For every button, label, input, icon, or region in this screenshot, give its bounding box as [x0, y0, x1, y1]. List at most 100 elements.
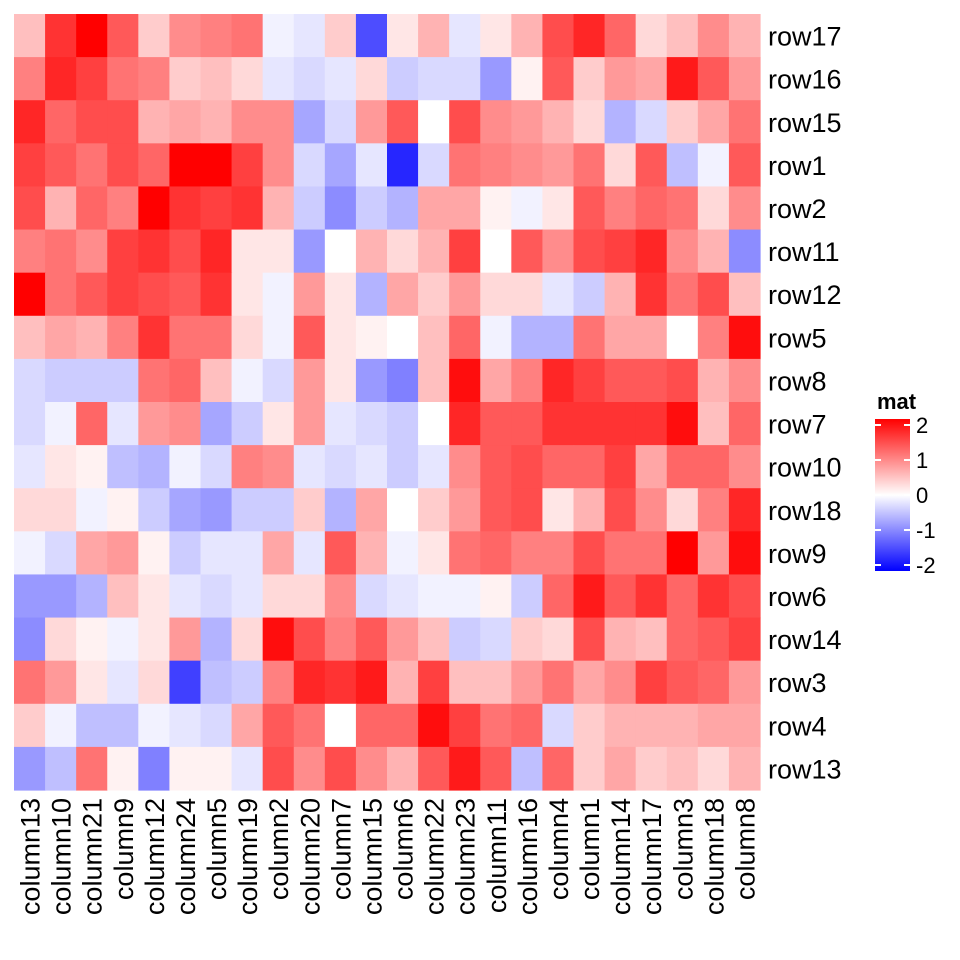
heatmap-cell [76, 14, 108, 58]
heatmap-cell [324, 488, 357, 532]
heatmap-cell [231, 272, 264, 317]
heatmap-cell [231, 402, 264, 446]
heatmap-cell [324, 703, 357, 748]
heatmap-cell [107, 100, 139, 144]
column-label: column6 [389, 798, 419, 900]
heatmap-cell [231, 574, 264, 619]
heatmap-cell [635, 445, 668, 489]
heatmap-cell [262, 531, 295, 576]
heatmap-cell [635, 574, 668, 619]
heatmap-cell [604, 703, 637, 748]
heatmap-cell [604, 143, 637, 188]
heatmap-cell [573, 488, 606, 532]
heatmap-cell [449, 445, 481, 489]
heatmap-cell [728, 315, 761, 360]
heatmap-cell [138, 358, 171, 403]
heatmap-cell [107, 617, 139, 662]
heatmap-cell [169, 100, 202, 144]
heatmap-cell [604, 229, 637, 274]
heatmap-cell [107, 272, 139, 317]
heatmap-cell [200, 315, 233, 360]
heatmap-cell [418, 660, 450, 705]
heatmap-cell [635, 660, 668, 705]
heatmap-cell [728, 272, 761, 317]
heatmap-cell [324, 445, 357, 489]
heatmap-cell [511, 358, 544, 403]
heatmap-cell [573, 272, 606, 317]
column-label: column13 [16, 798, 46, 915]
heatmap-cell [573, 703, 606, 748]
heatmap-cell [480, 272, 512, 317]
heatmap-cell [604, 272, 637, 317]
heatmap-cell [293, 143, 326, 188]
heatmap-cell [138, 143, 171, 188]
heatmap-cell [107, 402, 139, 446]
heatmap-cell [511, 660, 544, 705]
heatmap-cell [573, 746, 606, 791]
row-label: row1 [768, 151, 827, 181]
heatmap-cell [231, 617, 264, 662]
heatmap-cell [262, 660, 295, 705]
heatmap-cell [231, 445, 264, 489]
heatmap-cell [387, 488, 419, 532]
heatmap-cell [324, 14, 357, 58]
heatmap-cell [697, 143, 730, 188]
heatmap-cell [138, 445, 171, 489]
heatmap-cell [324, 531, 357, 576]
heatmap-cell [573, 531, 606, 576]
heatmap-cell [324, 660, 357, 705]
heatmap-cell [635, 358, 668, 403]
row-label: row18 [768, 496, 842, 526]
heatmap-cell [169, 402, 202, 446]
legend-title: mat [877, 389, 917, 414]
column-label: column14 [606, 798, 636, 915]
heatmap-cell [200, 660, 233, 705]
heatmap-cell [262, 488, 295, 532]
heatmap-cell [107, 143, 139, 188]
heatmap-cell [387, 746, 419, 791]
heatmap-cell [107, 746, 139, 791]
heatmap-cell [418, 272, 450, 317]
heatmap-cell [697, 574, 730, 619]
heatmap-cell [231, 488, 264, 532]
heatmap-cell [604, 531, 637, 576]
heatmap-cell [542, 315, 575, 360]
heatmap-cell [728, 531, 761, 576]
heatmap-cell [387, 660, 419, 705]
heatmap-cell [355, 746, 388, 791]
heatmap-cell [635, 402, 668, 446]
heatmap-cell [542, 445, 575, 489]
heatmap-cell [231, 14, 264, 58]
heatmap-cell [666, 100, 699, 144]
heatmap-cell [511, 617, 544, 662]
heatmap-cell [697, 358, 730, 403]
heatmap-cell [169, 358, 202, 403]
heatmap-cell [480, 531, 512, 576]
heatmap-cell [635, 617, 668, 662]
legend-tick-label: -2 [916, 553, 936, 578]
heatmap-cell [200, 703, 233, 748]
heatmap-cell [480, 445, 512, 489]
heatmap-cell [324, 315, 357, 360]
heatmap-cell [542, 703, 575, 748]
column-label: column11 [482, 798, 512, 913]
heatmap-cell [387, 57, 419, 101]
heatmap-cell [387, 100, 419, 144]
column-label: column24 [171, 798, 201, 915]
heatmap-cell [573, 14, 606, 58]
heatmap-cell [480, 402, 512, 446]
heatmap-cell [45, 531, 77, 576]
row-label: row12 [768, 280, 842, 310]
heatmap-cell [573, 100, 606, 144]
row-label: row14 [768, 625, 842, 655]
heatmap-cell [262, 272, 295, 317]
heatmap-cell [387, 315, 419, 360]
heatmap-cell [418, 57, 450, 101]
column-label: column3 [668, 798, 698, 900]
heatmap-cell [200, 531, 233, 576]
heatmap-cell [200, 617, 233, 662]
heatmap-cell [355, 100, 388, 144]
heatmap-cell [604, 57, 637, 101]
legend-ticks: 2 1 0 -1 -2 [875, 413, 936, 578]
